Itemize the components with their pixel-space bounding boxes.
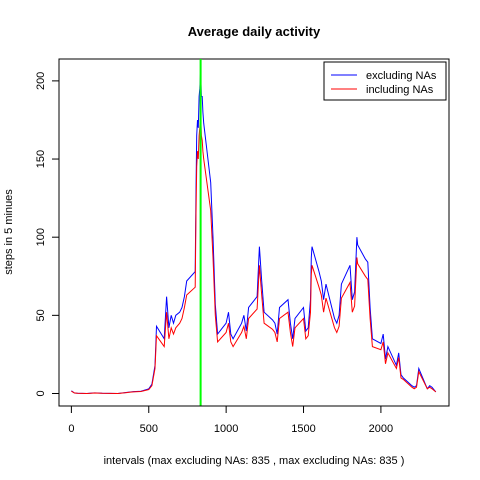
x-tick-label: 1000 — [214, 423, 238, 435]
legend-label-including-nas: including NAs — [366, 84, 434, 96]
y-tick-label: 100 — [35, 228, 47, 246]
x-tick-label: 500 — [140, 423, 158, 435]
y-tick-label: 150 — [35, 150, 47, 168]
x-axis: 0 500 1000 1500 2000 — [68, 405, 393, 435]
legend-label-excluding-nas: excluding NAs — [366, 70, 437, 82]
y-axis-label: steps in 5 minues — [3, 189, 15, 275]
legend: excluding NAs including NAs — [323, 61, 447, 101]
y-tick-label: 50 — [35, 309, 47, 321]
x-axis-label: intervals (max excluding NAs: 835 , max … — [104, 455, 405, 467]
series-line-1 — [71, 113, 437, 395]
x-tick-label: 0 — [68, 423, 74, 435]
x-tick-label: 2000 — [369, 423, 393, 435]
series-layer — [71, 71, 437, 395]
chart-title: Average daily activity — [188, 24, 321, 39]
y-tick-label: 200 — [35, 72, 47, 90]
y-axis: 0 50 100 150 200 — [35, 72, 60, 397]
series-line-0 — [71, 71, 437, 395]
y-tick-label: 0 — [35, 390, 47, 396]
x-tick-label: 1500 — [291, 423, 315, 435]
legend-box — [323, 61, 447, 101]
